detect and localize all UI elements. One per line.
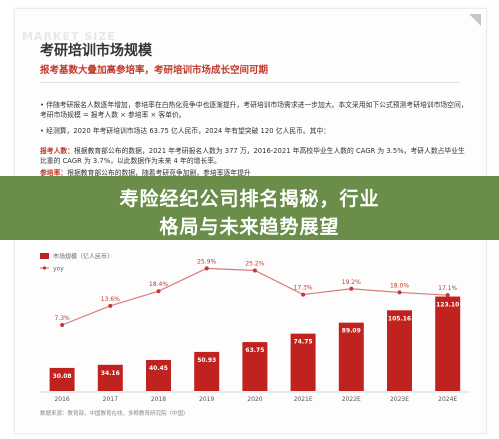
- paragraph-2: • 经测算，2020 年考研培训市场达 63.75 亿人民币，2024 年有望突…: [40, 127, 331, 135]
- bar-2024E: [435, 296, 461, 391]
- x-axis: 2016 2017 2018 2019 2020 2021E 2022E 2023E 2024E: [40, 391, 470, 403]
- bar-value-label: 63.75: [245, 347, 264, 354]
- x-tick-label: 2023E: [390, 396, 409, 403]
- bar-value-label: 40.45: [149, 365, 168, 372]
- bar-2022E: [338, 322, 364, 391]
- x-tick-label: 2024E: [438, 396, 457, 403]
- legend-bar-label: 市场规模（亿人民币）: [53, 253, 113, 261]
- headline-line-2: 格局与未来趋势展望: [159, 216, 340, 238]
- x-tick-label: 2017: [103, 396, 118, 403]
- bar-2018: [146, 359, 171, 391]
- bar-2021E: [290, 333, 316, 391]
- paragraph-3-label: 报考人数：: [40, 147, 74, 155]
- bar-2017: [97, 364, 123, 391]
- paragraph-3: 报考人数：根据教育部公布的数据，2021 年考研报名人数为 377 万，2016…: [40, 146, 470, 166]
- x-tick-label: 2021E: [294, 396, 313, 403]
- paragraph-4-label: 参培率：: [40, 169, 68, 177]
- corner-logo-icon: [469, 14, 481, 26]
- bar-series: 30.08 34.16 40.45 50.93 63.75 74.75 89.09 105.1…: [49, 296, 461, 391]
- yoy-point: [349, 286, 354, 291]
- x-tick-label: 2018: [151, 396, 166, 403]
- x-tick-label: 2019: [199, 396, 214, 403]
- bar-value-label: 105.16: [388, 315, 411, 322]
- paragraph-4: 参培率：根据教育部公布的数据，随着考研竞争加剧，参培率逐年提升: [40, 168, 470, 178]
- divider: [40, 82, 460, 83]
- yoy-point: [204, 266, 209, 271]
- section-watermark: MARKET SIZE: [22, 30, 116, 43]
- yoy-point: [156, 289, 161, 294]
- yoy-point: [108, 303, 113, 308]
- yoy-point: [397, 290, 402, 295]
- yoy-value-label: 19.2%: [342, 279, 361, 286]
- bar-value-label: 74.75: [294, 339, 313, 346]
- yoy-point: [445, 293, 450, 298]
- chart-source: 数据来源：教育部，中国教育在线，多鲸教育研究院（中国）: [40, 411, 189, 417]
- bar-2020: [242, 342, 268, 391]
- legend-line-label: yoy: [53, 266, 64, 273]
- yoy-value-label: 18.0%: [390, 282, 409, 289]
- x-tick-label: 2022E: [342, 396, 361, 403]
- headline-line-1: 寿险经纪公司排名揭秘，行业: [119, 188, 380, 210]
- yoy-point: [252, 268, 257, 273]
- bar-value-label: 89.09: [342, 328, 361, 335]
- yoy-value-label: 17.1%: [438, 285, 457, 292]
- bar-2016: [49, 367, 75, 391]
- paragraph-3-text: 根据教育部公布的数据，2021 年考研报名人数为 377 万，2016-2021…: [40, 147, 465, 165]
- x-tick-label: 2016: [54, 396, 69, 403]
- page-subtitle: 报考基数大叠加高参培率，考研培训市场成长空间可期: [40, 65, 269, 76]
- paragraph-1: • 伴随考研报名人数逐年增加，参培率在白热化竞争中也逐渐提升，考研培训市场需求进…: [40, 101, 468, 119]
- bar-value-label: 34.16: [101, 370, 120, 377]
- bar-value-label: 30.08: [53, 373, 72, 380]
- yoy-value-label: 25.9%: [197, 258, 216, 265]
- legend-bar-swatch: [40, 253, 49, 259]
- yoy-value-label: 13.6%: [101, 296, 120, 303]
- page-title: 考研培训市场规模: [40, 43, 152, 59]
- yoy-point: [301, 292, 306, 297]
- bar-value-label: 123.10: [436, 302, 459, 309]
- headline-banner: 寿险经纪公司排名揭秘，行业 格局与未来趋势展望: [0, 176, 499, 240]
- legend-line-dot: [42, 266, 47, 270]
- chart-legend: 市场规模（亿人民币） yoy: [40, 253, 113, 273]
- yoy-value-label: 25.2%: [245, 261, 264, 268]
- paragraph-4-text: 根据教育部公布的数据，随着考研竞争加剧，参培率逐年提升: [67, 169, 251, 177]
- yoy-value-label: 18.4%: [149, 281, 168, 288]
- yoy-value-label: 17.3%: [294, 285, 313, 292]
- bar-2019: [194, 351, 220, 391]
- x-tick-label: 2020: [247, 396, 262, 403]
- bar-2023E: [387, 310, 412, 391]
- yoy-series: 7.3% 13.6% 18.4% 25.9% 25.2% 17.3% 19.2% 18.0% 1…: [54, 258, 458, 327]
- bar-value-label: 50.93: [197, 357, 216, 364]
- yoy-point: [60, 323, 65, 327]
- yoy-value-label: 7.3%: [54, 315, 70, 322]
